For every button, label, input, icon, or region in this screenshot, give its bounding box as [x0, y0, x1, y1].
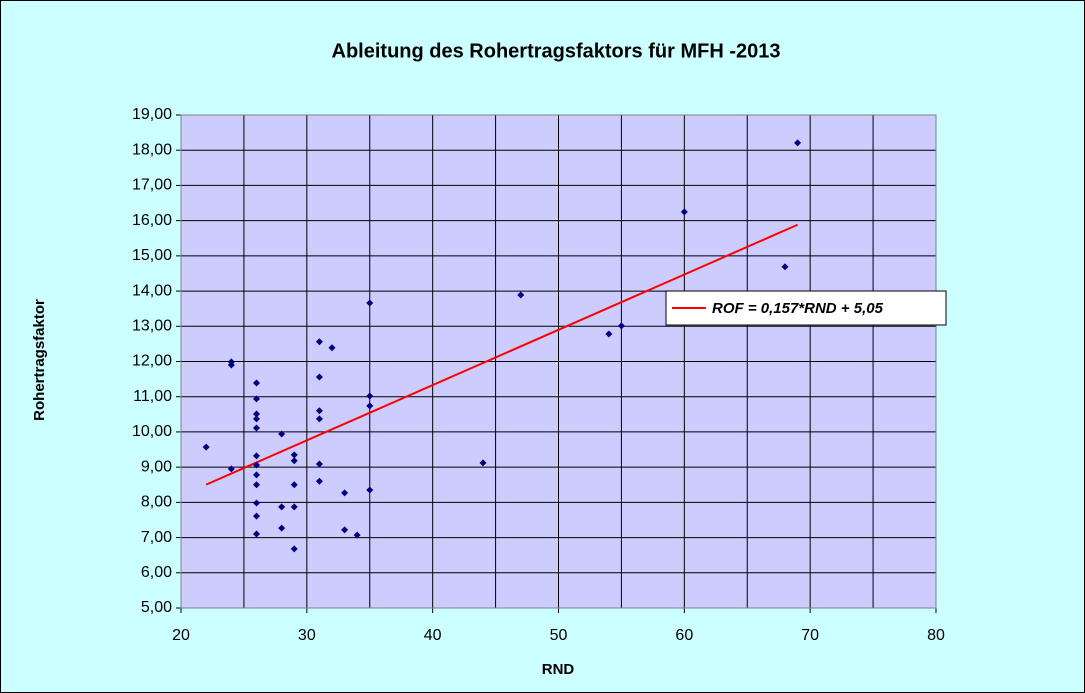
scatter-point — [315, 407, 323, 415]
y-tick-label: 18,00 — [132, 141, 172, 158]
scatter-point — [253, 424, 260, 432]
y-tick-label: 5,00 — [141, 599, 172, 616]
scatter-point — [366, 486, 374, 494]
scatter-point — [202, 443, 210, 451]
x-tick-label: 70 — [801, 627, 819, 644]
scatter-point — [253, 499, 260, 507]
scatter-point — [366, 402, 374, 410]
scatter-point — [253, 379, 260, 387]
scatter-point — [315, 415, 323, 423]
trendline — [205, 223, 798, 486]
scatter-point — [341, 489, 349, 497]
x-tick-label: 20 — [172, 627, 190, 644]
scatter-point — [253, 410, 260, 418]
y-tick-label: 12,00 — [132, 353, 172, 370]
scatter-point — [253, 395, 260, 403]
y-tick-label: 15,00 — [132, 247, 172, 264]
scatter-point — [253, 512, 260, 520]
scatter-point — [315, 373, 323, 381]
scatter-point — [794, 139, 802, 147]
scatter-point — [227, 465, 235, 473]
scatter-point — [253, 452, 260, 460]
scatter-point — [253, 415, 260, 423]
scatter-point — [290, 503, 298, 511]
y-tick-label: 19,00 — [132, 106, 172, 123]
x-tick-label: 30 — [298, 627, 316, 644]
plot-border — [180, 114, 937, 609]
scatter-point — [781, 263, 789, 271]
y-tick-label: 11,00 — [133, 388, 172, 405]
scatter-point — [315, 460, 323, 468]
scatter-point — [315, 338, 323, 346]
scatter-point — [366, 392, 374, 400]
scatter-point — [278, 503, 286, 511]
scatter-point — [253, 461, 260, 469]
scatter-point — [366, 299, 374, 307]
y-axis-label: Rohertragsfaktor — [31, 299, 48, 421]
legend-box — [665, 290, 947, 326]
x-tick-label: 80 — [927, 627, 945, 644]
y-tick-label: 8,00 — [141, 494, 172, 511]
y-tick-label: 7,00 — [141, 529, 172, 546]
scatter-point — [290, 457, 298, 465]
y-tick-label: 17,00 — [132, 177, 172, 194]
x-tick-label: 40 — [424, 627, 442, 644]
scatter-point — [290, 545, 298, 553]
scatter-point — [290, 481, 298, 489]
y-tick-label: 10,00 — [132, 423, 172, 440]
scatter-point — [680, 208, 688, 216]
legend-label: ROF = 0,157*RND + 5,05 — [712, 300, 884, 317]
y-tick-label: 6,00 — [141, 564, 172, 581]
chart-title: Ableitung des Rohertragsfaktors für MFH … — [332, 40, 781, 62]
scatter-point — [328, 344, 336, 352]
y-tick-label: 14,00 — [132, 282, 172, 299]
scatter-point — [253, 481, 260, 489]
x-tick-label: 60 — [675, 627, 693, 644]
scatter-point — [278, 430, 286, 438]
y-tick-label: 9,00 — [141, 458, 172, 475]
scatter-point — [517, 291, 525, 299]
scatter-point — [278, 524, 286, 532]
scatter-point — [605, 330, 613, 338]
scatter-point — [617, 322, 625, 330]
scatter-point — [227, 361, 235, 369]
scatter-point — [353, 531, 361, 539]
y-tick-label: 16,00 — [132, 212, 172, 229]
scatter-point — [479, 459, 487, 467]
x-tick-label: 50 — [550, 627, 568, 644]
y-tick-label: 13,00 — [132, 318, 172, 335]
scatter-point — [341, 526, 349, 534]
scatter-point — [253, 530, 260, 538]
x-axis-label: RND — [542, 661, 575, 678]
scatter-point — [315, 477, 323, 485]
scatter-point — [290, 451, 298, 459]
scatter-point — [253, 471, 260, 479]
